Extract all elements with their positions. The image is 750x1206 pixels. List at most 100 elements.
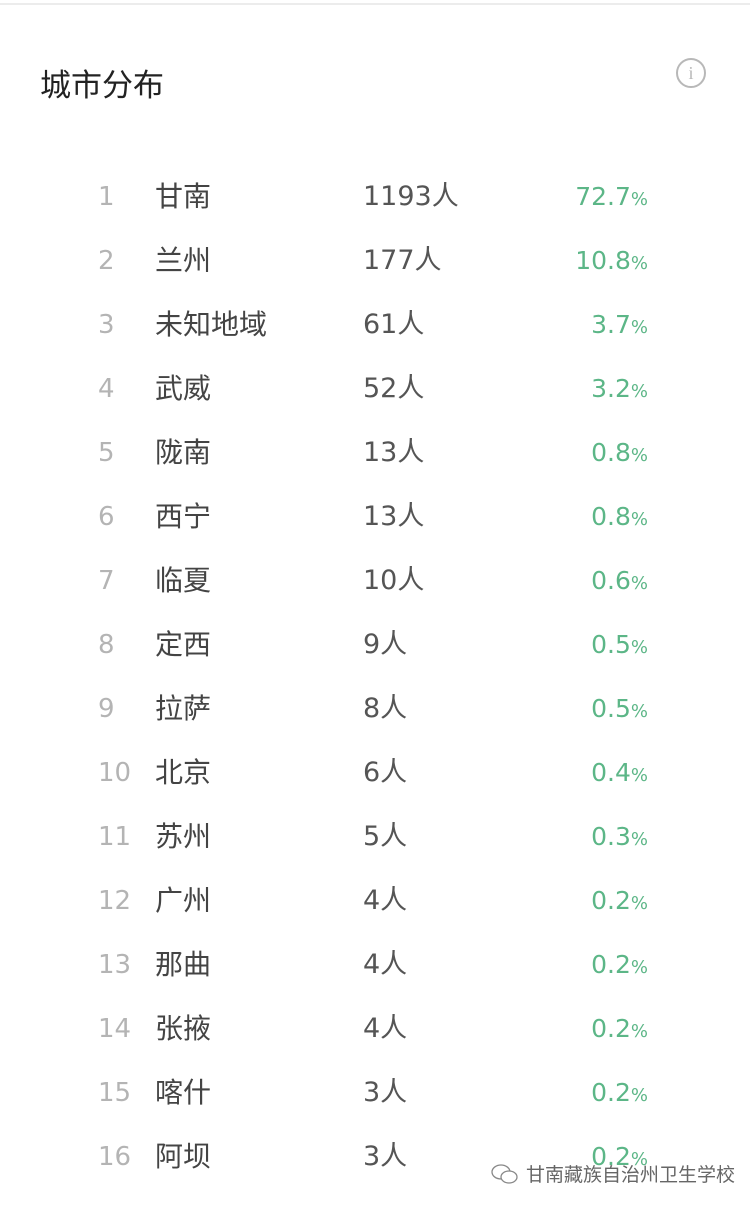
percent-unit: % [630,829,648,850]
list-item: 16 阿坝 3人 0.2% [0,1137,750,1201]
rank: 4 [98,374,115,404]
list-item: 13 那曲 4人 0.2% [0,945,750,1009]
percent-unit: % [630,701,648,722]
user-count: 13人 [363,501,425,532]
user-count: 177人 [363,245,442,276]
user-count: 52人 [363,373,425,404]
percentage: 0.6% [591,561,648,604]
city-name: 兰州 [155,244,212,277]
rank: 1 [98,182,115,212]
list-item: 5 陇南 13人 0.8% [0,433,750,497]
percent-unit: % [630,189,648,210]
percent-value: 3.2 [591,374,631,403]
user-count: 3人 [363,1077,408,1108]
city-name: 临夏 [155,564,212,597]
city-name: 喀什 [155,1076,212,1109]
percent-unit: % [630,957,648,978]
rank: 16 [98,1142,132,1172]
city-name: 定西 [155,628,212,661]
user-count: 4人 [363,949,408,980]
city-name: 未知地域 [155,308,268,341]
list-item: 7 临夏 10人 0.6% [0,561,750,625]
rank: 3 [98,310,115,340]
list-item: 4 武威 52人 3.2% [0,369,750,433]
percent-unit: % [630,637,648,658]
list-item: 8 定西 9人 0.5% [0,625,750,689]
user-count: 5人 [363,821,408,852]
percentage: 3.2% [591,369,648,412]
percentage: 0.5% [591,689,648,732]
percentage: 3.7% [591,305,648,348]
percent-unit: % [630,317,648,338]
percent-value: 0.5 [591,694,631,723]
percent-unit: % [630,381,648,402]
percent-value: 72.7 [575,182,631,211]
percentage: 0.2% [591,1009,648,1052]
city-name: 西宁 [155,500,212,533]
rank: 13 [98,950,132,980]
rank: 10 [98,758,132,788]
user-count: 4人 [363,1013,408,1044]
rank: 2 [98,246,115,276]
percent-value: 0.2 [591,1142,631,1171]
list-item: 12 广州 4人 0.2% [0,881,750,945]
percent-value: 0.8 [591,438,631,467]
percentage: 0.5% [591,625,648,668]
percent-value: 3.7 [591,310,631,339]
percent-unit: % [630,1085,648,1106]
percent-unit: % [630,445,648,466]
percent-value: 0.6 [591,566,631,595]
city-name: 拉萨 [155,692,212,725]
city-name: 陇南 [155,436,212,469]
percentage: 10.8% [575,241,648,284]
user-count: 6人 [363,757,408,788]
percent-value: 0.8 [591,502,631,531]
percent-value: 0.3 [591,822,631,851]
info-icon[interactable]: i [676,58,706,88]
rank: 6 [98,502,115,532]
user-count: 61人 [363,309,425,340]
percent-value: 0.5 [591,630,631,659]
rank: 7 [98,566,115,596]
percent-value: 10.8 [575,246,631,275]
percent-value: 0.2 [591,1014,631,1043]
list-item: 1 甘南 1193人 72.7% [0,177,750,241]
top-divider [0,3,750,5]
list-item: 2 兰州 177人 10.8% [0,241,750,305]
percentage: 0.2% [591,1073,648,1116]
percent-unit: % [630,1149,648,1170]
city-name: 北京 [155,756,212,789]
percentage: 0.4% [591,753,648,796]
percent-unit: % [630,1021,648,1042]
wechat-icon [491,1163,518,1184]
percentage: 0.2% [591,1137,648,1180]
user-count: 13人 [363,437,425,468]
rank: 9 [98,694,115,724]
user-count: 4人 [363,885,408,916]
user-count: 8人 [363,693,408,724]
percent-value: 0.2 [591,950,631,979]
rank: 8 [98,630,115,660]
rank: 14 [98,1014,132,1044]
percent-unit: % [630,573,648,594]
percentage: 72.7% [575,177,648,220]
list-item: 10 北京 6人 0.4% [0,753,750,817]
user-count: 1193人 [363,181,459,212]
city-name: 苏州 [155,820,212,853]
percent-value: 0.2 [591,1078,631,1107]
percent-unit: % [630,509,648,530]
rank: 11 [98,822,132,852]
city-name: 广州 [155,884,212,917]
percent-value: 0.4 [591,758,631,787]
rank: 5 [98,438,115,468]
percentage: 0.2% [591,945,648,988]
city-name: 甘南 [155,180,212,213]
city-name: 那曲 [155,948,212,981]
page-title: 城市分布 [40,68,164,104]
list-item: 6 西宁 13人 0.8% [0,497,750,561]
user-count: 9人 [363,629,408,660]
percentage: 0.3% [591,817,648,860]
rank: 15 [98,1078,132,1108]
list-item: 14 张掖 4人 0.2% [0,1009,750,1073]
list-item: 9 拉萨 8人 0.5% [0,689,750,753]
